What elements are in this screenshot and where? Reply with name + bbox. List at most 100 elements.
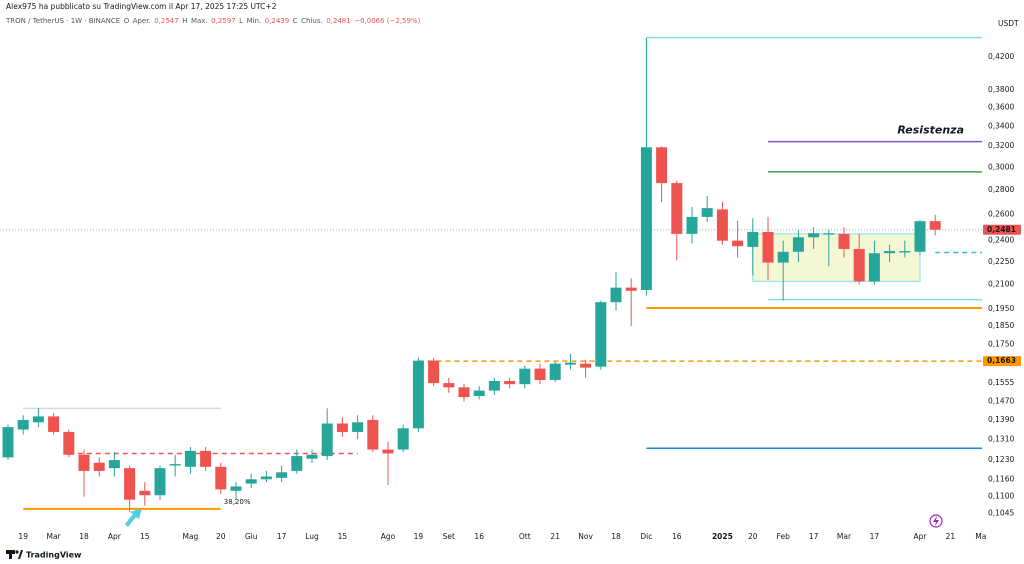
x-tick-label: 18 (79, 532, 89, 541)
x-tick-label: Mar (47, 532, 62, 541)
candle-body (808, 233, 820, 238)
level-label: 38,20% (224, 498, 251, 506)
candle-body (899, 251, 911, 253)
logo-mark (9, 550, 12, 559)
x-tick-label: Mar (837, 532, 852, 541)
candle-body (124, 468, 136, 500)
logo-mark (15, 550, 19, 554)
y-tick-label: 0,1310 (988, 434, 1014, 443)
field-key: C (292, 17, 298, 25)
x-tick-label: 20 (748, 532, 758, 541)
candle-body (352, 422, 364, 432)
y-tick-label: 0,1850 (988, 321, 1014, 330)
candle-body (595, 302, 607, 367)
candle-body (838, 233, 850, 249)
x-tick-label: Ma (975, 532, 986, 541)
candle-body (48, 416, 60, 432)
price-tag-label: 0,2481 (987, 225, 1016, 234)
candle-body (169, 464, 181, 466)
field-name: Aper. (132, 17, 151, 25)
candle-body (32, 416, 44, 423)
field-name: Chius. (301, 17, 323, 25)
field-value: 0,2439 (264, 17, 290, 25)
x-tick-label: 2025 (712, 532, 733, 541)
y-tick-label: 0,2100 (988, 279, 1014, 288)
candle-body (519, 368, 531, 385)
candle-body (154, 468, 166, 496)
x-tick-label: 21 (550, 532, 560, 541)
candle-body (63, 431, 75, 455)
candle-body (610, 287, 622, 303)
published-note: Alex975 ha pubblicato su TradingView.com… (6, 2, 277, 11)
candle-body (458, 387, 470, 398)
candle-body (93, 462, 105, 471)
x-tick-label: Mag (182, 532, 198, 541)
y-tick-label: 0,1045 (988, 509, 1014, 518)
candle-body (412, 360, 424, 429)
candle-body (260, 476, 272, 480)
x-tick-label: 16 (474, 532, 484, 541)
y-tick-label: 0,4200 (988, 52, 1014, 61)
candle-body (823, 233, 835, 235)
x-tick-label: 17 (870, 532, 880, 541)
candle-body (2, 427, 14, 458)
x-tick-label: 20 (216, 532, 226, 541)
x-tick-label: Ago (381, 532, 396, 541)
candle-body (625, 287, 637, 291)
candle-body (17, 419, 29, 430)
candle-body (382, 449, 394, 454)
field-value: 0,2481 (326, 17, 351, 25)
change: −0,0066 (−2,59%) (354, 17, 421, 25)
candle-body (321, 423, 333, 457)
y-tick-label: 0,2400 (988, 236, 1014, 245)
x-tick-label: 15 (140, 532, 150, 541)
candle-body (488, 380, 500, 391)
y-tick-label: 0,1230 (988, 455, 1014, 464)
candle-body (732, 240, 744, 247)
y-tick-label: 0,2250 (988, 257, 1014, 266)
candle-body (336, 423, 348, 432)
drawings: Resistenza 38,20% (0, 36, 982, 510)
y-tick-label: 0,1160 (988, 474, 1014, 483)
candle-body (215, 466, 227, 490)
candle-body (762, 231, 774, 263)
candles (2, 38, 941, 512)
y-tick-label: 0,3600 (988, 103, 1014, 112)
candle-body (640, 147, 652, 291)
x-tick-label: 17 (809, 532, 819, 541)
x-tick-label: Set (443, 532, 455, 541)
y-tick-label: 0,3000 (988, 162, 1014, 171)
candle-body (656, 147, 668, 184)
event-icon[interactable] (929, 514, 943, 528)
logo-mark (18, 550, 23, 559)
y-tick-label: 0,1555 (988, 378, 1014, 387)
candle-body (564, 362, 576, 365)
candle-body (747, 231, 759, 247)
y-tick-label: 0,1470 (988, 397, 1014, 406)
level-label: Resistenza (897, 124, 964, 137)
candle-body (929, 221, 941, 230)
field-key: L (239, 17, 244, 25)
y-tick-label: 0,1390 (988, 415, 1014, 424)
candle-body (108, 460, 120, 469)
candle-body (473, 390, 485, 397)
candle-body (534, 368, 546, 380)
y-tick-label: 0,1750 (988, 339, 1014, 348)
x-tick-label: Apr (914, 532, 928, 541)
x-tick-label: 17 (277, 532, 287, 541)
x-tick-label: Feb (777, 532, 791, 541)
field-value: 0,2547 (154, 17, 179, 25)
candle-body (367, 419, 379, 450)
axes: 0,4200 0,3800 0,3600 0,3400 0,3200 0,3000 0,28… (18, 52, 1021, 541)
candle-body (853, 248, 865, 282)
candle-body (549, 363, 561, 380)
y-tick-label: 0,3800 (988, 85, 1014, 94)
x-tick-label: Dic (640, 532, 652, 541)
candle-body (701, 208, 713, 217)
candle-body (184, 450, 196, 467)
candle-body (306, 454, 318, 459)
x-tick-label: Lug (305, 532, 319, 541)
candle-body (671, 183, 683, 234)
price-tag-label: 0,1663 (987, 356, 1016, 365)
x-tick-label: 19 (414, 532, 424, 541)
